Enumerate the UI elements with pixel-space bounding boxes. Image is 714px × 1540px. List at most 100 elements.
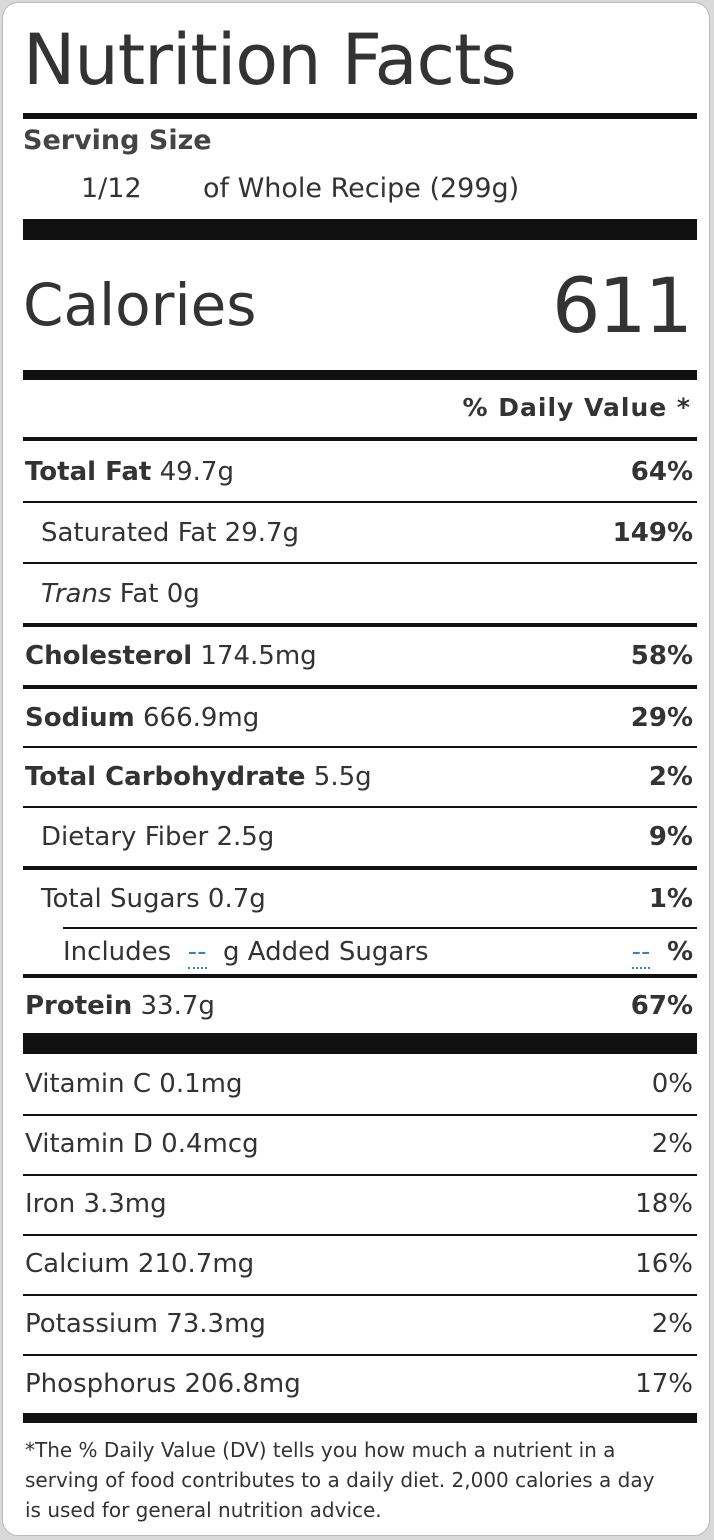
nutrient-dv: 9%	[648, 822, 693, 852]
divider	[23, 685, 697, 689]
added-sugars-label: g Added Sugars	[223, 937, 429, 967]
nutrient-amount: 33.7g	[140, 991, 215, 1021]
nutrient-name-italic: Trans	[41, 579, 112, 609]
serving-amount: 1/12	[81, 173, 142, 204]
nutrient-amount: 2.5g	[216, 822, 275, 852]
divider	[23, 113, 697, 119]
divider	[63, 927, 697, 929]
nutrient-name: Total Fat	[25, 457, 152, 487]
vitamin-label: Potassium 73.3mg	[25, 1309, 266, 1339]
vitamin-name: Vitamin D	[25, 1129, 153, 1159]
nutrient-amount: 29.7g	[224, 518, 300, 548]
nutrient-row: Dietary Fiber 2.5g 9%	[41, 808, 693, 866]
vitamin-amount: 206.8mg	[184, 1369, 301, 1399]
vitamin-dv: 0%	[651, 1069, 693, 1099]
divider	[23, 806, 697, 808]
added-sugars-row: Includes -- g Added Sugars -- %	[63, 929, 693, 975]
added-sugars-dv-unit: %	[666, 937, 693, 967]
nutrient-dv: 2%	[648, 762, 693, 792]
added-sugars-dv: --	[631, 937, 651, 969]
nutrient-name: Fat	[119, 579, 159, 609]
nutrient-row: Trans Fat 0g	[41, 564, 693, 624]
nutrient-name: Saturated Fat	[41, 518, 217, 548]
divider	[23, 623, 697, 627]
serving-label: Serving Size	[23, 125, 212, 156]
divider	[23, 1413, 697, 1423]
calories-value: 611	[551, 261, 693, 350]
nutrient-name: Sodium	[25, 702, 135, 733]
divider	[23, 370, 697, 380]
nutrient-dv: 149%	[612, 518, 693, 548]
divider	[23, 1174, 697, 1176]
vitamin-amount: 73.3mg	[166, 1309, 266, 1339]
vitamin-row: Vitamin D 0.4mcg 2%	[25, 1115, 693, 1173]
nutrient-row: Saturated Fat 29.7g 149%	[41, 503, 693, 563]
calories-label: Calories	[23, 271, 257, 339]
nutrient-row: Total Sugars 0.7g 1%	[41, 870, 693, 928]
vitamin-row: Phosphorus 206.8mg 17%	[25, 1355, 693, 1413]
divider	[23, 1234, 697, 1236]
vitamin-row: Vitamin C 0.1mg 0%	[25, 1055, 693, 1113]
nutrient-dv: 67%	[630, 991, 693, 1021]
divider	[23, 1294, 697, 1296]
vitamin-label: Vitamin D 0.4mcg	[25, 1129, 259, 1159]
vitamin-amount: 0.1mg	[159, 1069, 243, 1099]
nutrient-name: Protein	[25, 991, 133, 1021]
nutrient-row: Protein 33.7g 67%	[25, 978, 693, 1034]
nutrient-name: Dietary Fiber	[41, 822, 209, 852]
vitamin-label: Vitamin C 0.1mg	[25, 1069, 242, 1099]
vitamin-amount: 0.4mcg	[161, 1129, 259, 1159]
nutrient-row: Cholesterol 174.5mg 58%	[25, 627, 693, 685]
vitamin-label: Phosphorus 206.8mg	[25, 1369, 301, 1399]
vitamin-row: Iron 3.3mg 18%	[25, 1175, 693, 1233]
divider	[23, 562, 697, 564]
divider	[23, 219, 697, 240]
nutrient-name: Cholesterol	[25, 641, 193, 671]
vitamin-dv: 2%	[651, 1309, 693, 1339]
nutrient-amount: 0g	[166, 579, 200, 609]
divider	[23, 746, 697, 748]
vitamin-name: Potassium	[25, 1309, 158, 1339]
footnote: *The % Daily Value (DV) tells you how mu…	[25, 1438, 655, 1522]
title: Nutrition Facts	[23, 19, 517, 101]
divider	[23, 974, 697, 978]
vitamin-name: Vitamin C	[25, 1069, 152, 1099]
vitamin-dv: 18%	[635, 1189, 693, 1219]
vitamin-dv: 16%	[635, 1249, 693, 1279]
vitamin-amount: 210.7mg	[137, 1249, 255, 1279]
divider	[23, 437, 697, 441]
nutrient-amount: 49.7g	[159, 457, 234, 487]
nutrient-name: Total Sugars	[41, 884, 200, 914]
vitamin-label: Calcium 210.7mg	[25, 1249, 254, 1279]
vitamin-name: Iron	[25, 1189, 76, 1219]
nutrient-dv: 58%	[630, 641, 693, 671]
divider	[23, 866, 697, 870]
nutrient-amount: 5.5g	[313, 762, 372, 792]
nutrient-amount: 0.7g	[207, 884, 266, 914]
nutrient-dv: 1%	[648, 884, 693, 914]
vitamin-dv: 17%	[635, 1369, 693, 1399]
nutrient-amount: 666.9mg	[142, 702, 260, 733]
vitamin-dv: 2%	[651, 1129, 693, 1159]
vitamin-name: Phosphorus	[25, 1369, 177, 1399]
vitamin-row: Potassium 73.3mg 2%	[25, 1295, 693, 1353]
vitamin-label: Iron 3.3mg	[25, 1189, 167, 1219]
nutrient-dv: 29%	[630, 702, 693, 733]
serving-description: of Whole Recipe (299g)	[203, 173, 520, 204]
added-sugars-prefix: Includes	[63, 937, 172, 967]
divider	[23, 1354, 697, 1356]
nutrient-dv: 64%	[630, 457, 693, 487]
divider	[23, 501, 697, 503]
vitamin-row: Calcium 210.7mg 16%	[25, 1235, 693, 1293]
divider	[23, 1114, 697, 1116]
vitamin-name: Calcium	[25, 1249, 130, 1279]
nutrient-amount: 174.5mg	[200, 641, 317, 671]
nutrient-name: Total Carbohydrate	[25, 762, 306, 792]
nutrient-row: Total Carbohydrate 5.5g 2%	[25, 748, 693, 806]
daily-value-header: % Daily Value *	[462, 393, 691, 422]
nutrient-row: Sodium 666.9mg 29%	[25, 689, 693, 746]
vitamin-amount: 3.3mg	[83, 1189, 167, 1219]
divider	[23, 1033, 697, 1054]
